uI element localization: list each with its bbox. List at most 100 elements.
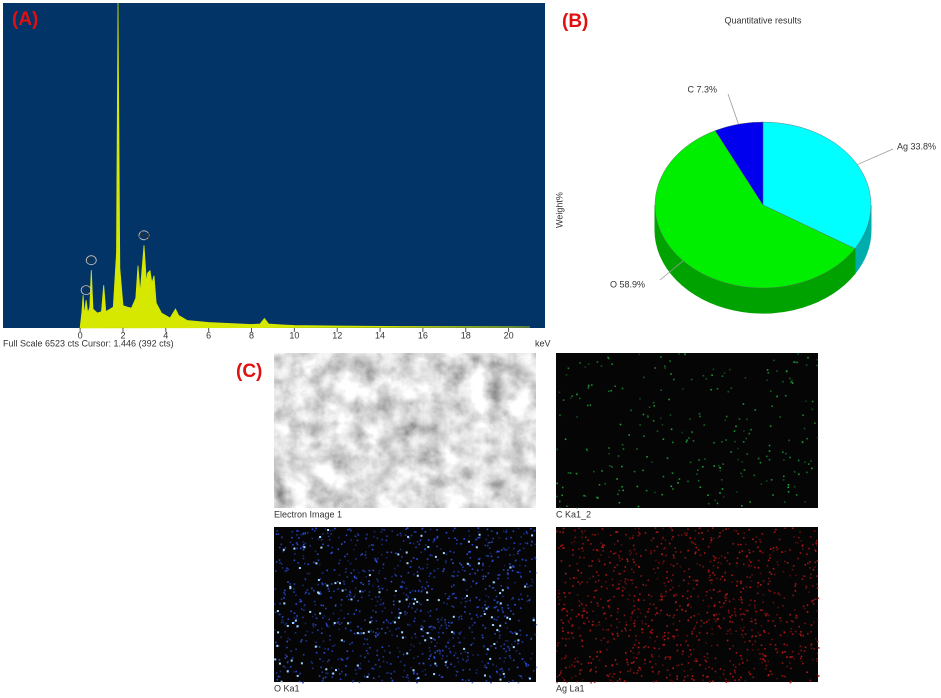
map-dot [570, 617, 572, 620]
map-dot [481, 569, 484, 571]
map-dot [694, 543, 697, 546]
map-dot [593, 596, 595, 599]
map-dot [494, 581, 496, 584]
map-dot [738, 551, 741, 554]
map-dot [302, 545, 304, 548]
map-dot [422, 620, 425, 622]
map-dot [277, 675, 280, 678]
map-dot [629, 537, 631, 540]
map-dot [534, 543, 536, 546]
map-dot [653, 549, 656, 552]
map-dot [289, 541, 292, 543]
map-dot [685, 534, 688, 536]
map-dot [714, 620, 717, 623]
map-dot [295, 648, 297, 651]
map-dot [319, 578, 322, 580]
map-dot [350, 529, 352, 532]
map-dot [500, 585, 502, 587]
map-dot [658, 655, 660, 658]
map-dot [521, 598, 523, 600]
map-dot [424, 549, 427, 551]
map-dot [742, 636, 744, 638]
map-dot [484, 600, 487, 603]
map-dot [759, 658, 762, 660]
map-dot [579, 556, 581, 559]
map-dot [579, 583, 581, 585]
map-dot [416, 558, 418, 560]
map-dot [559, 507, 561, 509]
map-dot [722, 673, 725, 676]
map-dot [491, 623, 493, 626]
map-dot [597, 604, 599, 607]
map-dot [300, 640, 302, 643]
map-dot [815, 544, 818, 547]
map-dot [374, 663, 377, 666]
map-dot [635, 657, 638, 659]
map-dot [368, 574, 371, 577]
map-dot [635, 639, 637, 641]
map-dot [359, 667, 362, 670]
map-dot [562, 547, 564, 549]
map-dot [453, 592, 455, 595]
map-dot [416, 540, 419, 543]
map-dot [727, 390, 730, 393]
map-dot [783, 643, 786, 646]
map-dot [401, 581, 404, 583]
map-dot [709, 541, 712, 544]
peak-label-ring [80, 285, 92, 295]
map-dot [347, 622, 350, 625]
map-dot [670, 527, 672, 529]
map-dot [326, 660, 329, 663]
map-dot [349, 621, 352, 624]
map-dot [732, 676, 734, 678]
map-dot [433, 576, 436, 578]
map-dot [695, 546, 698, 549]
map-dot [624, 566, 627, 568]
map-dot [687, 662, 690, 664]
map-dot [405, 528, 407, 530]
map-dot [759, 550, 761, 552]
map-dot [699, 664, 701, 666]
map-dot [372, 569, 374, 572]
map-dot [407, 623, 409, 626]
map-dot [808, 547, 810, 550]
map-dot [633, 548, 636, 551]
x-tick-label: 12 [332, 330, 342, 340]
map-dot [340, 657, 342, 660]
map-dot [344, 627, 347, 630]
map-dot [455, 597, 457, 599]
map-dot [632, 647, 634, 649]
map-dot [331, 650, 334, 652]
map-dot [304, 532, 306, 535]
map-dot [805, 587, 807, 590]
map-dot [559, 672, 562, 674]
map-dot [734, 666, 737, 668]
map-dot [559, 599, 561, 601]
map-dot [787, 491, 790, 493]
map-dot [621, 465, 623, 468]
map-dot [429, 626, 431, 628]
map-dot [816, 674, 819, 676]
map-dot [483, 613, 486, 615]
map-dot [792, 565, 795, 567]
map-dot [381, 528, 384, 531]
map-dot [795, 574, 797, 577]
map-dot [439, 652, 441, 655]
map-dot [602, 550, 604, 552]
map-dot [451, 593, 454, 595]
map-dot [712, 680, 714, 683]
map-dot [453, 654, 456, 657]
map-dot [416, 608, 418, 611]
map-dot [784, 675, 786, 678]
map-dot [324, 583, 327, 585]
map-dot [512, 530, 515, 533]
map-dot [301, 639, 303, 641]
map-dot [752, 550, 755, 553]
map-dot [767, 620, 770, 622]
map-dot [672, 616, 675, 619]
map-dot [525, 531, 528, 533]
map-dot [711, 667, 713, 670]
map-dot [485, 607, 488, 610]
map-dot [567, 620, 570, 622]
map-dot [581, 530, 583, 533]
